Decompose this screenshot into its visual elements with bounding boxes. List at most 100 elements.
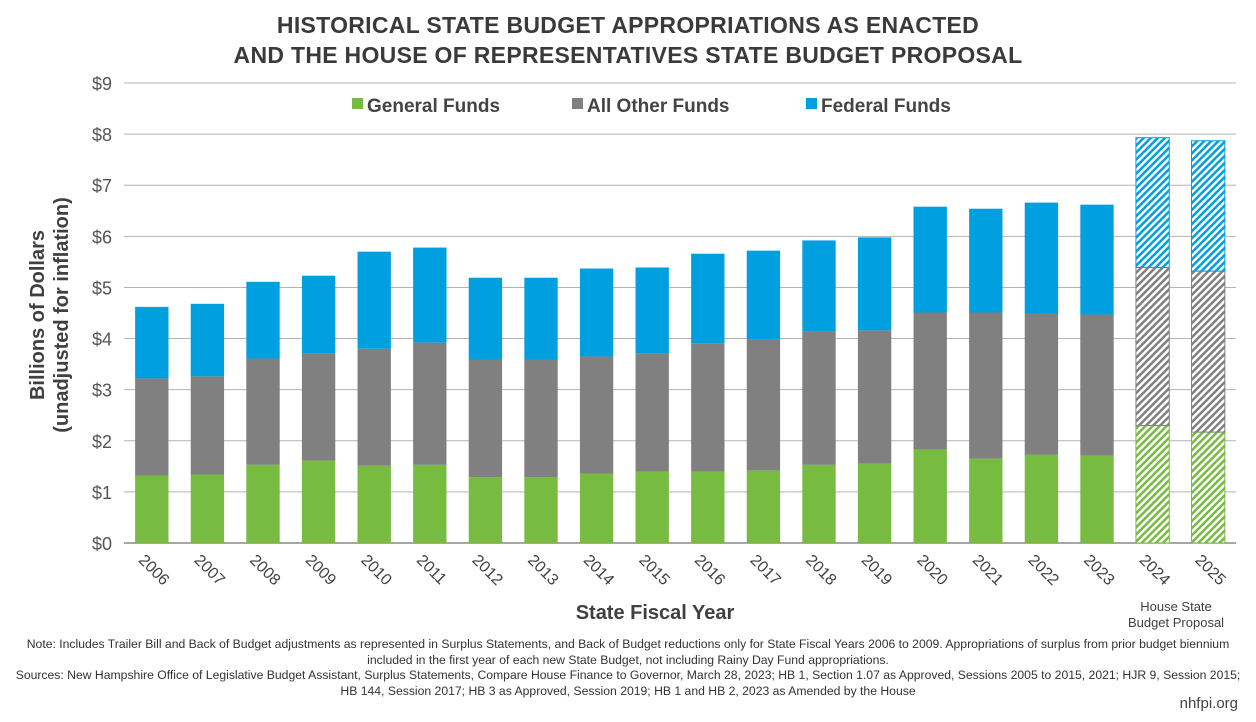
bar-segment-federal-funds bbox=[1024, 202, 1059, 314]
bar-segment-all-other-funds bbox=[857, 330, 892, 464]
bar-segment-general-funds bbox=[857, 463, 892, 543]
bar-segment-all-other-funds bbox=[691, 343, 725, 472]
bar-segment-all-other-funds bbox=[1080, 314, 1114, 456]
bar-segment-federal-funds bbox=[524, 277, 558, 360]
bar-segment-all-other-funds bbox=[135, 378, 169, 476]
bars bbox=[135, 137, 1226, 544]
x-tick-label: 2015 bbox=[635, 552, 672, 589]
bar-segment-all-other-funds bbox=[913, 312, 947, 450]
brand-url: nhfpi.org bbox=[1179, 695, 1238, 712]
legend-label: All Other Funds bbox=[587, 96, 730, 117]
bar-segment-general-funds bbox=[1024, 454, 1059, 543]
legend-swatch bbox=[352, 98, 363, 109]
x-tick-label: 2006 bbox=[135, 552, 172, 589]
bar-segment-all-other-funds bbox=[1024, 313, 1059, 455]
y-tick-label: $8 bbox=[92, 125, 112, 145]
bar-segment-general-funds bbox=[468, 477, 503, 543]
y-axis-label-line-2: (unadjusted for inflation) bbox=[51, 197, 73, 433]
bar-segment-all-other-funds bbox=[635, 353, 669, 472]
bar-segment-general-funds bbox=[1135, 424, 1170, 544]
bar-segment-federal-funds bbox=[1080, 204, 1114, 315]
x-tick-label: 2014 bbox=[580, 552, 617, 589]
x-tick-label: 2012 bbox=[469, 552, 506, 589]
y-tick-label: $7 bbox=[92, 176, 112, 196]
bar-segment-all-other-funds bbox=[1135, 267, 1170, 426]
bar-segment-general-funds bbox=[1080, 455, 1114, 543]
bar-segment-general-funds bbox=[357, 465, 391, 543]
bar-segment-federal-funds bbox=[301, 275, 336, 354]
y-tick-label: $3 bbox=[92, 381, 112, 401]
bar-segment-federal-funds bbox=[913, 206, 947, 313]
x-tick-label: 2011 bbox=[413, 552, 449, 588]
bar-segment-all-other-funds bbox=[246, 358, 280, 465]
y-tick-label: $1 bbox=[92, 483, 112, 503]
x-tick-labels: 2006 2007 2008 2009 2010 2011 2012 2013 2014 2015… bbox=[135, 552, 1229, 589]
bar-segment-general-funds bbox=[1191, 431, 1226, 544]
x-axis-label: State Fiscal Year bbox=[576, 602, 735, 624]
y-axis-label-line-1: Billions of Dollars bbox=[27, 230, 49, 400]
chart-title-line-2: AND THE HOUSE OF REPRESENTATIVES STATE B… bbox=[233, 42, 1023, 68]
y-tick-label: $6 bbox=[92, 227, 112, 247]
x-tick-label: 2025 bbox=[1191, 552, 1228, 589]
x-tick-label: 2023 bbox=[1080, 552, 1117, 589]
legend-swatch bbox=[806, 98, 817, 109]
bar-segment-general-funds bbox=[691, 471, 725, 543]
y-tick-label: $0 bbox=[92, 534, 112, 554]
bar-segment-federal-funds bbox=[635, 267, 669, 354]
bar-segment-all-other-funds bbox=[357, 348, 391, 466]
x-tick-label: 2009 bbox=[302, 552, 339, 589]
bar-segment-general-funds bbox=[301, 460, 336, 543]
y-tick-label: $9 bbox=[92, 74, 112, 94]
bar-segment-all-other-funds bbox=[413, 342, 447, 465]
x-tick-label: 2017 bbox=[747, 552, 784, 589]
bar-segment-federal-funds bbox=[357, 251, 391, 349]
bar-segment-federal-funds bbox=[468, 277, 503, 360]
note-text: Note: Includes Trailer Bill and Back of … bbox=[26, 637, 1230, 667]
bar-segment-all-other-funds bbox=[969, 312, 1003, 459]
y-tick-label: $5 bbox=[92, 278, 112, 298]
x-tick-label: 2010 bbox=[357, 552, 394, 589]
chart-title-line-1: HISTORICAL STATE BUDGET APPROPRIATIONS A… bbox=[276, 12, 980, 38]
y-tick-label: $4 bbox=[92, 330, 112, 350]
bar-segment-general-funds bbox=[135, 475, 169, 543]
stacked-bar-chart: $0 $1 $2 $3 $4 $5 $6 $7 $8 $9 2006 2007 2008 2009 201… bbox=[27, 74, 1236, 630]
bar-segment-federal-funds bbox=[1191, 140, 1226, 272]
x-tick-label: 2007 bbox=[191, 552, 228, 589]
bar-segment-all-other-funds bbox=[746, 339, 781, 471]
bar-segment-general-funds bbox=[413, 464, 447, 543]
legend-swatch bbox=[572, 98, 583, 109]
legend-label: General Funds bbox=[367, 96, 500, 117]
bar-segment-federal-funds bbox=[413, 247, 447, 343]
bar-segment-federal-funds bbox=[746, 250, 781, 340]
legend-label: Federal Funds bbox=[821, 96, 951, 117]
x-tick-label: 2019 bbox=[858, 552, 895, 589]
x-tick-label: 2021 bbox=[969, 552, 1006, 589]
bar-segment-all-other-funds bbox=[579, 356, 614, 474]
y-tick-label: $2 bbox=[92, 432, 112, 452]
bar-segment-general-funds bbox=[635, 471, 669, 543]
bar-segment-general-funds bbox=[246, 464, 280, 543]
x-tick-label: 2024 bbox=[1136, 552, 1173, 589]
x-tick-label: 2022 bbox=[1025, 552, 1062, 589]
bar-segment-general-funds bbox=[969, 458, 1003, 543]
bar-segment-federal-funds bbox=[1135, 137, 1170, 269]
bar-segment-general-funds bbox=[190, 474, 225, 543]
bar-segment-federal-funds bbox=[969, 208, 1003, 313]
bar-segment-all-other-funds bbox=[301, 353, 336, 461]
bar-segment-federal-funds bbox=[802, 240, 836, 332]
legend: General Funds All Other Funds Federal Fund… bbox=[352, 96, 951, 117]
sources-text: Sources: New Hampshire Office of Legisla… bbox=[15, 668, 1241, 698]
proposal-label-line-1: House State bbox=[1140, 599, 1212, 614]
x-tick-label: 2013 bbox=[524, 552, 561, 589]
bar-segment-general-funds bbox=[746, 470, 781, 543]
bar-segment-general-funds bbox=[524, 477, 558, 543]
bar-segment-federal-funds bbox=[857, 237, 892, 331]
bar-segment-all-other-funds bbox=[524, 359, 558, 478]
bar-segment-federal-funds bbox=[246, 281, 280, 359]
proposal-label-line-2: Budget Proposal bbox=[1128, 615, 1224, 630]
gridlines bbox=[124, 82, 1236, 544]
bar-segment-federal-funds bbox=[190, 303, 225, 377]
bar-segment-federal-funds bbox=[135, 306, 169, 379]
x-tick-label: 2020 bbox=[913, 552, 950, 589]
x-tick-label: 2016 bbox=[691, 552, 728, 589]
